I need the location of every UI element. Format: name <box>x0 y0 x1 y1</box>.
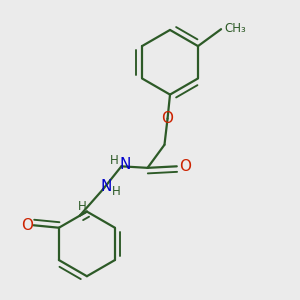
Text: O: O <box>161 111 173 126</box>
Text: O: O <box>179 159 191 174</box>
Text: N: N <box>119 157 131 172</box>
Text: H: H <box>110 154 119 167</box>
Text: N: N <box>100 179 112 194</box>
Text: O: O <box>21 218 33 233</box>
Text: H: H <box>112 185 120 198</box>
Text: H: H <box>78 200 87 214</box>
Text: CH₃: CH₃ <box>224 22 246 35</box>
